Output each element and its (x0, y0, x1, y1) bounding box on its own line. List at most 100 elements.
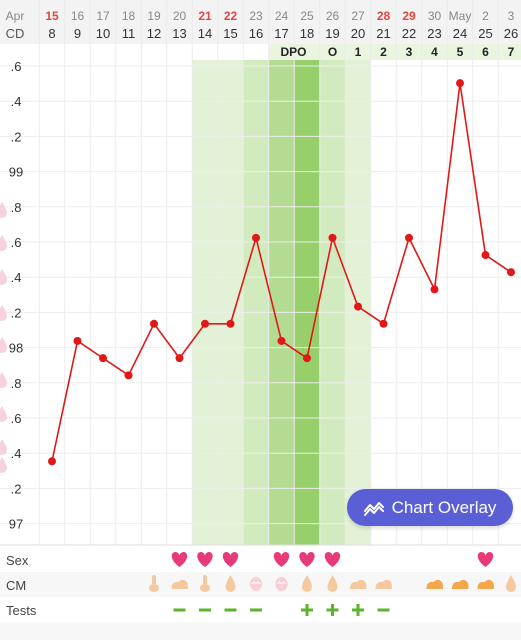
test-positive-icon-vertical (305, 604, 309, 616)
y-axis-tick-label: .6 (11, 59, 22, 74)
cd-row-label: CD (6, 26, 25, 41)
date-label: 26 (326, 9, 340, 23)
cycle-day-label: 17 (274, 26, 288, 41)
temperature-point[interactable] (226, 319, 235, 328)
date-label: 27 (351, 9, 365, 23)
heart-icon[interactable] (299, 552, 315, 567)
temperature-point[interactable] (328, 233, 337, 242)
date-label: 30 (428, 9, 442, 23)
cycle-day-label: 9 (74, 26, 81, 41)
cm-creamy-icon[interactable] (350, 579, 367, 589)
date-label: 23 (249, 9, 263, 23)
fertile-window-column (345, 60, 371, 545)
cycle-day-label: 24 (453, 26, 467, 41)
temperature-point[interactable] (456, 79, 464, 88)
cm-creamy-icon[interactable] (452, 579, 469, 589)
droplet-icon (0, 202, 7, 218)
droplet-icon (0, 372, 7, 388)
temperature-point[interactable] (201, 319, 209, 328)
test-negative-icon[interactable] (377, 608, 390, 612)
cm-watery-icon[interactable] (506, 575, 516, 592)
chart-overlay-icon (363, 501, 384, 516)
date-label: 3 (508, 9, 515, 23)
temperature-point[interactable] (48, 457, 56, 466)
droplet-icon (0, 457, 7, 473)
cycle-day-label: 26 (504, 26, 518, 41)
temperature-point[interactable] (175, 354, 184, 363)
cycle-day-label: 22 (402, 26, 416, 41)
chart-overlay-button[interactable]: Chart Overlay (347, 489, 513, 526)
cycle-day-label: 13 (172, 26, 186, 41)
dpo-label: 1 (355, 45, 362, 59)
cycle-day-label: 16 (249, 26, 263, 41)
test-negative-icon[interactable] (224, 608, 237, 612)
y-axis-tick-label: .2 (11, 305, 22, 320)
y-axis-tick-label: .2 (11, 129, 22, 144)
cm-row-label: CM (6, 578, 26, 593)
date-label: 24 (275, 9, 289, 23)
test-negative-icon[interactable] (199, 608, 211, 612)
date-label: May (449, 9, 472, 23)
cycle-day-label: 15 (223, 26, 237, 41)
cm-sticky-icon-base (200, 584, 210, 592)
temperature-point[interactable] (73, 336, 82, 345)
fertile-window-column (217, 60, 244, 545)
cm-creamy-icon[interactable] (426, 579, 444, 589)
cm-sticky-icon[interactable] (203, 575, 207, 585)
test-negative-icon[interactable] (173, 608, 186, 612)
heart-icon[interactable] (197, 552, 213, 567)
cm-creamy-icon[interactable] (375, 579, 393, 589)
cm-watery-icon[interactable] (225, 575, 236, 592)
heart-icon[interactable] (222, 552, 239, 567)
heart-icon[interactable] (324, 552, 341, 567)
heart-icon[interactable] (171, 552, 188, 567)
temperature-point[interactable] (481, 251, 490, 260)
temperature-point[interactable] (99, 354, 107, 363)
dpo-row-background (268, 44, 521, 60)
cycle-day-label: 20 (351, 26, 365, 41)
dpo-label: 3 (406, 45, 413, 59)
dpo-label: 5 (457, 45, 464, 59)
y-axis-tick-label: 97 (9, 517, 23, 532)
cm-creamy-icon[interactable] (477, 579, 495, 589)
cm-creamy-icon[interactable] (171, 579, 189, 589)
temperature-point[interactable] (405, 233, 413, 242)
date-label: 28 (377, 9, 391, 23)
y-axis-tick-label: .2 (11, 481, 22, 496)
ovulation-column (294, 60, 320, 545)
temperature-point[interactable] (507, 268, 515, 277)
cycle-day-label: 12 (147, 26, 161, 41)
cm-eggwhite-icon-crack (277, 581, 286, 585)
cm-eggwhite-icon-crack (251, 581, 261, 585)
cycle-day-label: 10 (96, 26, 110, 41)
dpo-label: 4 (431, 45, 438, 59)
cycle-day-label: 21 (376, 26, 390, 41)
droplet-icon (0, 235, 7, 251)
cycle-day-label: 25 (478, 26, 492, 41)
temperature-point[interactable] (252, 233, 260, 242)
dpo-label: 7 (508, 45, 515, 59)
droplet-icon (0, 337, 7, 353)
heart-icon[interactable] (477, 552, 494, 567)
droplet-icon (0, 439, 7, 455)
dpo-label: 6 (482, 45, 489, 59)
cycle-day-label: 11 (122, 26, 136, 41)
test-negative-icon[interactable] (250, 608, 262, 612)
date-label: 20 (173, 9, 187, 23)
date-label: 2 (482, 9, 489, 23)
temperature-point[interactable] (379, 319, 388, 328)
temperature-point[interactable] (303, 354, 311, 363)
temperature-point[interactable] (354, 302, 362, 311)
temperature-point[interactable] (277, 336, 286, 345)
date-label: 19 (147, 9, 161, 23)
cm-watery-icon[interactable] (327, 575, 338, 592)
y-axis-tick-label: .8 (11, 376, 22, 391)
temperature-point[interactable] (150, 319, 158, 328)
heart-icon[interactable] (273, 552, 290, 567)
temperature-point[interactable] (124, 371, 133, 380)
temperature-point[interactable] (430, 285, 439, 294)
date-label: 15 (45, 9, 59, 23)
y-axis-tick-label: .6 (11, 235, 22, 250)
cm-watery-icon[interactable] (302, 575, 312, 592)
cm-sticky-icon[interactable] (152, 575, 156, 585)
